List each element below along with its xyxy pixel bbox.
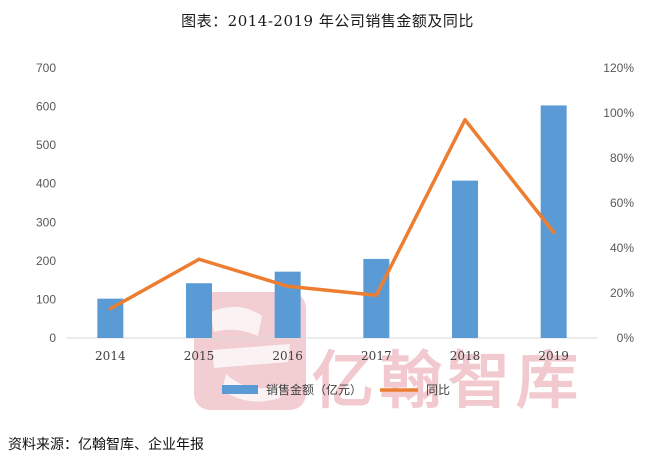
x-tick-label: 2016 bbox=[272, 349, 303, 363]
y-left-tick-label: 500 bbox=[36, 138, 56, 152]
x-tick-label: 2014 bbox=[95, 349, 126, 363]
yoy-line bbox=[108, 118, 556, 311]
y-right-tick-label: 60% bbox=[610, 196, 634, 210]
y-right-tick-label: 100% bbox=[603, 106, 634, 120]
y-left-tick-label: 100 bbox=[36, 292, 56, 306]
legend-swatch-bar bbox=[222, 385, 258, 394]
source-note: 资料来源：亿翰智库、企业年报 bbox=[8, 437, 204, 453]
yoy-point-2014 bbox=[108, 307, 112, 311]
bar-2016 bbox=[274, 271, 301, 338]
y-right-tick-label: 120% bbox=[603, 61, 634, 75]
yoy-point-2015 bbox=[197, 257, 201, 261]
x-tick-label: 2017 bbox=[361, 349, 392, 363]
legend-label-bar: 销售金额（亿元） bbox=[266, 382, 362, 397]
y-left-tick-label: 300 bbox=[36, 215, 56, 229]
y-left-tick-label: 0 bbox=[49, 331, 56, 345]
y-left-tick-label: 600 bbox=[36, 100, 56, 114]
yoy-point-2018 bbox=[463, 118, 467, 122]
y-right-tick-label: 80% bbox=[610, 151, 634, 165]
y-left-tick-label: 700 bbox=[36, 61, 56, 75]
yoy-point-2016 bbox=[286, 284, 290, 288]
x-tick-label: 2019 bbox=[538, 349, 569, 363]
x-tick-label: 2018 bbox=[450, 349, 481, 363]
chart-title: 图表：2014-2019 年公司销售金额及同比 bbox=[181, 12, 474, 30]
bar-2018 bbox=[452, 180, 478, 338]
x-tick-label: 2015 bbox=[184, 349, 215, 363]
y-right-tick-label: 40% bbox=[610, 241, 634, 255]
bar-2015 bbox=[186, 283, 212, 338]
y-left-tick-label: 200 bbox=[36, 254, 56, 268]
bar-2017 bbox=[363, 258, 390, 338]
watermark-text: 亿翰智库 bbox=[312, 344, 584, 417]
legend-label-line: 同比 bbox=[426, 383, 450, 397]
y-right-tick-label: 0% bbox=[617, 331, 635, 345]
yoy-point-2019 bbox=[552, 230, 556, 234]
yoy-point-2017 bbox=[374, 293, 378, 297]
y-left-tick-label: 400 bbox=[36, 177, 56, 191]
y-right-tick-label: 20% bbox=[610, 286, 634, 300]
